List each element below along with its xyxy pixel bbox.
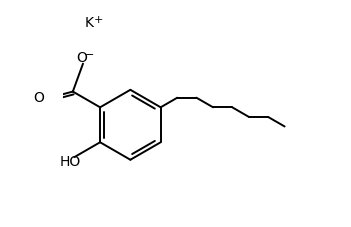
Text: O: O bbox=[77, 51, 87, 65]
Text: K: K bbox=[84, 16, 93, 30]
Text: +: + bbox=[94, 15, 103, 25]
Text: HO: HO bbox=[60, 155, 81, 169]
Text: −: − bbox=[85, 50, 94, 60]
Text: O: O bbox=[34, 91, 45, 105]
